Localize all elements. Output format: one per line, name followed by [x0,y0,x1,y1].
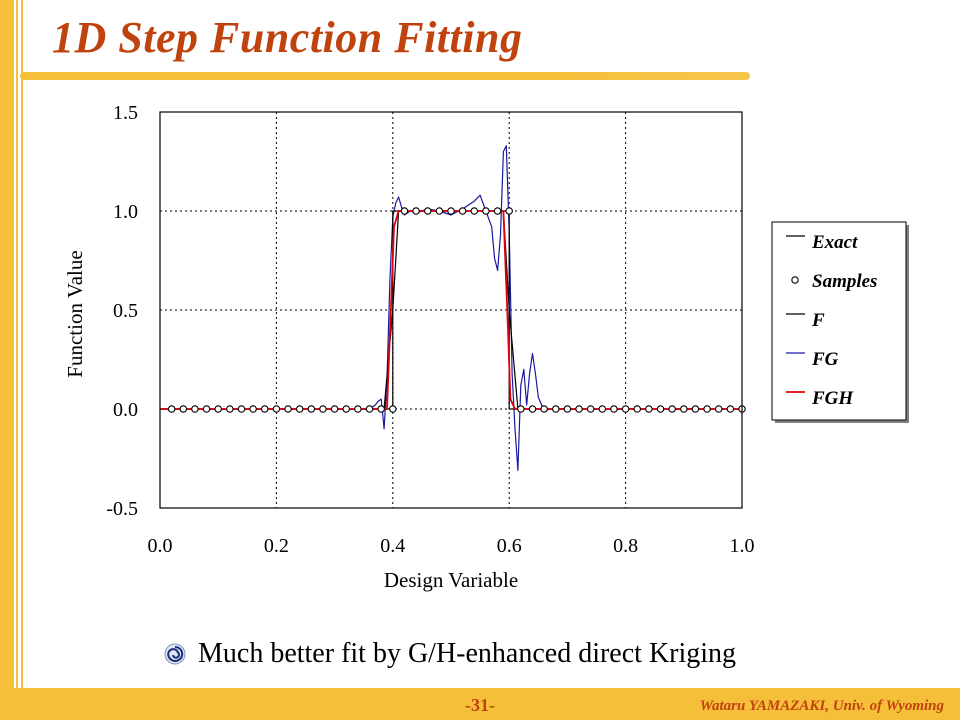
bullet-text: Much better fit by G/H-enhanced direct K… [198,638,737,669]
sample-point [342,405,350,413]
sample-point [307,405,316,413]
sample-point [726,405,735,413]
sample-point [680,405,688,413]
series-line-fg [160,145,742,471]
sample-point [575,405,583,413]
sample-point [202,405,211,413]
title-underline [20,72,750,80]
footer-bar [0,688,960,720]
sample-point [691,405,700,413]
sample-point [423,207,432,215]
legend-marker-samples [791,276,799,284]
left-accent-stripe [16,0,18,720]
legend-label-fgh: FGH [811,388,854,409]
left-accent-bar [0,0,14,720]
sample-point [389,405,397,413]
chart-series [160,145,742,471]
slide-title: 1D Step Function Fitting [52,13,523,62]
sample-point [714,405,723,413]
sample-point [586,405,595,413]
legend-label-f: F [811,310,825,331]
y-axis-label: Function Value [63,250,87,377]
plot-frame [159,111,743,509]
sample-point [284,405,292,413]
sample-point [656,405,665,413]
sample-point [365,405,374,413]
sample-point [412,207,420,215]
sample-point [668,405,676,413]
chart-legend: Exact Samples F FG FGH [771,221,909,423]
sample-point [552,405,560,413]
sample-point [435,207,444,215]
swirl-bullet-icon [164,643,186,665]
sample-point [330,405,339,413]
sample-point [179,405,188,413]
sample-point [354,405,362,413]
chart-ticks: 0.0 0.2 0.4 0.6 0.8 1.0 1.5 1.0 0.5 0.0 -0.5 [106,102,754,557]
sample-point [214,405,222,413]
author-credit: Wataru YAMAZAKI, Univ. of Wyoming [699,698,944,714]
y-tick-label: -0.5 [106,498,138,520]
sample-point [319,405,327,413]
sample-point [470,207,479,215]
sample-point [598,405,607,413]
sample-point [493,207,502,215]
sample-point [703,405,711,413]
sample-point [237,405,246,413]
sample-point [505,207,513,215]
sample-point [517,405,525,413]
x-tick-label: 0.0 [148,535,173,557]
y-tick-label: 1.0 [113,201,138,223]
bullet-point: Much better fit by G/H-enhanced direct K… [164,638,736,670]
x-tick-label: 0.4 [380,535,405,557]
sample-point [295,405,304,413]
sample-point [249,405,257,413]
sample-point [191,405,199,413]
x-tick-label: 1.0 [730,535,755,557]
y-tick-label: 0.0 [113,399,138,421]
x-tick-label: 0.8 [613,535,638,557]
legend-label-exact: Exact [811,232,858,253]
sample-point [621,405,630,413]
sample-point [272,405,281,413]
page-number: -31- [465,695,495,715]
sample-point [633,405,641,413]
step-function-chart: 0.0 0.2 0.4 0.6 0.8 1.0 1.5 1.0 0.5 0.0 -0.5 Desig… [63,102,909,592]
x-tick-label: 0.2 [264,535,289,557]
sample-point [528,405,537,413]
sample-point [540,405,548,413]
sample-point [167,405,176,413]
sample-point [377,405,385,413]
sample-point [458,207,467,215]
sample-point [563,405,572,413]
sample-point [261,405,269,413]
x-axis-label: Design Variable [384,568,518,592]
sample-point [610,405,618,413]
sample-point [447,207,455,215]
y-tick-label: 1.5 [113,102,138,124]
chart-grid [160,112,742,508]
sample-point [226,405,234,413]
legend-box [771,221,907,421]
sample-point [400,207,409,215]
sample-point [482,207,490,215]
left-accent-stripe-thin [21,0,23,720]
sample-point [645,405,653,413]
x-tick-label: 0.6 [497,535,522,557]
chart-samples [167,207,746,413]
legend-label-fg: FG [811,349,839,370]
legend-label-samples: Samples [812,271,877,292]
y-tick-label: 0.5 [113,300,138,322]
